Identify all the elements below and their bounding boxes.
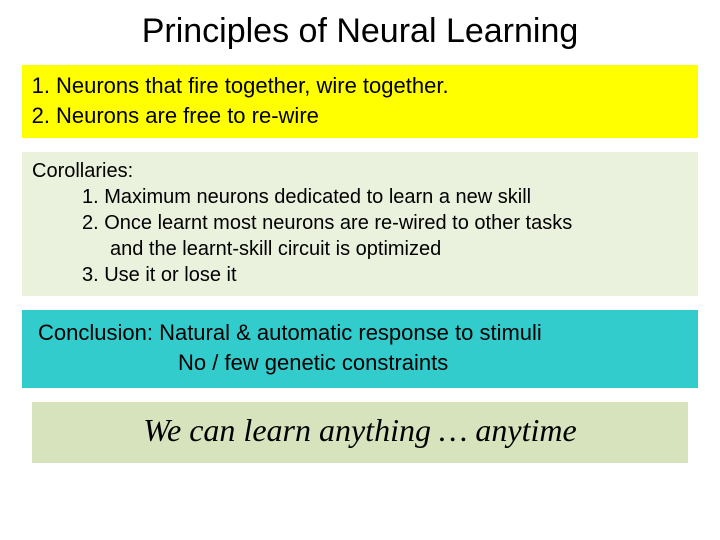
- corollary-line-cont: and the learnt-skill circuit is optimize…: [32, 236, 692, 262]
- principles-block: 1. Neurons that fire together, wire toge…: [22, 65, 698, 138]
- principle-text: Neurons are free to re-wire: [56, 101, 319, 131]
- corollaries-block: Corollaries: 1. Maximum neurons dedicate…: [22, 152, 698, 296]
- principle-item: 2. Neurons are free to re-wire: [28, 101, 692, 131]
- conclusion-block: Conclusion: Natural & automatic response…: [22, 310, 698, 387]
- slide: Principles of Neural Learning 1. Neurons…: [0, 0, 720, 540]
- principle-number: 2.: [28, 101, 56, 131]
- slide-title: Principles of Neural Learning: [0, 12, 720, 51]
- conclusion-line: No / few genetic constraints: [28, 348, 692, 378]
- tagline-text: We can learn anything … anytime: [143, 412, 576, 448]
- corollary-line: 3. Use it or lose it: [32, 262, 692, 288]
- tagline-block: We can learn anything … anytime: [32, 402, 688, 463]
- principle-text: Neurons that fire together, wire togethe…: [56, 71, 449, 101]
- conclusion-line: Conclusion: Natural & automatic response…: [28, 318, 692, 348]
- corollary-line: 1. Maximum neurons dedicated to learn a …: [32, 184, 692, 210]
- principle-item: 1. Neurons that fire together, wire toge…: [28, 71, 692, 101]
- principle-number: 1.: [28, 71, 56, 101]
- corollaries-heading: Corollaries:: [32, 158, 692, 184]
- corollary-line: 2. Once learnt most neurons are re-wired…: [32, 210, 692, 236]
